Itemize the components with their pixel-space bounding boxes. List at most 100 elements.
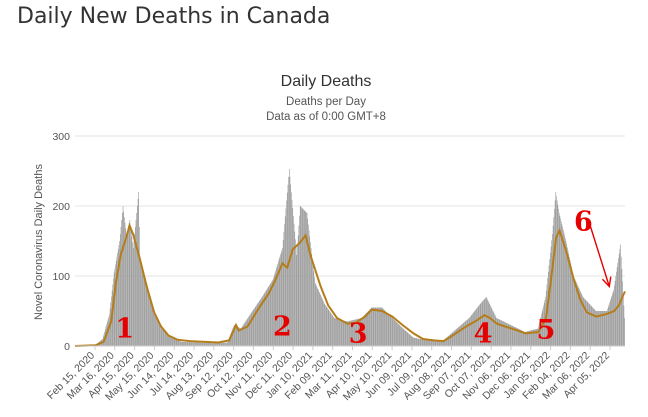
bar [463,322,465,346]
bar [308,230,310,346]
bar [433,340,435,346]
bar [448,335,450,346]
bar [228,339,229,346]
bar [124,222,126,346]
bar [603,311,605,346]
bar [236,326,238,346]
bar [230,333,231,346]
bar [539,322,540,346]
bar [353,320,354,346]
bar [605,311,607,346]
bar [528,330,530,346]
bar [320,295,321,346]
bar [495,316,497,346]
bar [329,312,331,346]
bar [524,332,526,346]
bar [179,340,180,346]
bar [359,318,360,346]
bar [177,340,178,346]
bar [229,337,230,346]
bar [593,308,595,346]
bar [321,296,322,346]
bar [364,314,366,346]
bar [339,319,341,346]
bar [421,339,423,346]
bar [340,319,342,346]
bar [574,279,576,346]
bar [446,337,448,346]
bar [532,329,534,346]
bar [413,337,414,346]
bar [501,320,503,346]
bar [155,317,157,346]
bar [418,338,420,346]
bar [373,307,375,346]
bar [489,304,490,346]
bar [486,298,488,346]
bar [600,311,602,346]
bar [173,338,174,346]
bar [128,225,129,346]
bar [163,330,165,346]
bar [377,307,379,346]
bar [386,312,388,346]
bar [535,329,536,346]
bar [438,340,439,346]
bar [363,315,364,346]
bar [147,288,149,346]
bar [436,340,437,346]
bar [362,316,364,346]
bar [329,311,330,346]
bar [384,310,386,346]
bar [598,311,600,346]
bar [557,204,559,346]
bar [141,268,143,346]
bar [451,332,453,346]
bar [461,324,463,346]
bar [478,305,480,346]
bar [588,302,589,346]
bar [405,330,407,346]
bar [412,336,413,346]
bar [447,336,449,346]
bar [188,342,190,346]
bar [181,341,182,346]
bar [391,318,393,346]
bar [597,311,598,346]
bar [387,313,389,346]
bar [148,291,150,346]
bar [443,339,445,346]
bar [618,253,620,346]
bar [547,271,549,346]
bar [201,342,203,346]
bar [375,307,377,346]
bar [509,324,510,346]
bar [325,306,327,346]
bar [526,331,528,346]
bar [499,319,501,346]
bar [170,336,172,346]
bar [184,341,185,346]
moving-average-line [74,222,626,347]
bar [498,319,499,346]
y-tick-label: 300 [52,131,70,143]
bar [601,311,602,346]
bar [586,300,587,346]
bar [485,297,486,346]
bar [143,272,144,346]
bar [192,342,194,346]
bar [255,306,257,346]
bar [440,340,441,346]
bar [498,319,500,346]
bar [335,318,336,346]
bar [175,339,176,346]
bar [516,328,518,346]
bar [491,308,493,346]
y-tick-label: 100 [52,271,70,283]
bar [345,321,347,346]
bar [383,308,384,346]
bar [462,323,463,346]
bar [319,293,321,346]
bar [198,342,199,346]
bar [204,342,206,346]
